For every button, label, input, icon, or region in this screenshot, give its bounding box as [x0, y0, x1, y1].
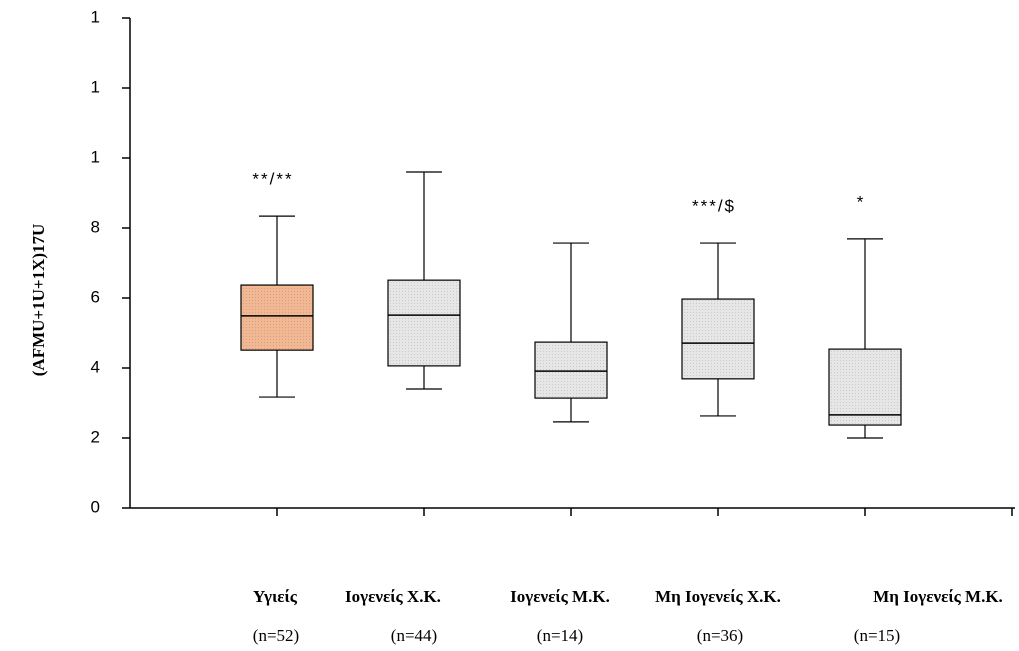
- box-texture: [388, 280, 460, 366]
- y-tick-label: 0: [91, 497, 100, 516]
- n-label: (n=44): [391, 626, 437, 645]
- n-label: (n=52): [253, 626, 299, 645]
- y-tick-label: 1: [91, 7, 100, 26]
- x-tick-label: Μη Ιογενείς Χ.Κ.: [655, 587, 781, 606]
- y-tick-label: 4: [91, 357, 100, 376]
- n-label: (n=36): [697, 626, 743, 645]
- x-tick-label: Υγιείς: [253, 587, 298, 606]
- x-tick-label: Μη Ιογενείς Μ.Κ.: [873, 587, 1003, 606]
- y-tick-label: 2: [91, 427, 100, 446]
- box-texture: [535, 342, 607, 399]
- annotation: *: [857, 192, 866, 211]
- n-label: (n=15): [854, 626, 900, 645]
- y-tick-label: 1: [91, 77, 100, 96]
- y-tick-label: 6: [91, 287, 100, 306]
- y-tick-label: 8: [91, 217, 100, 236]
- box-texture: [682, 299, 754, 379]
- n-label: (n=14): [537, 626, 583, 645]
- y-tick-label: 1: [91, 147, 100, 166]
- box-texture: [829, 349, 901, 426]
- x-tick-label: Ιογενείς Μ.Κ.: [510, 587, 610, 606]
- box-texture: [241, 285, 313, 351]
- x-tick-label: Ιογενείς Χ.Κ.: [345, 587, 441, 606]
- annotation: ***/$: [692, 197, 736, 216]
- annotation: **/**: [252, 170, 293, 189]
- y-axis-label: (AFMU+1U+1X)17U: [29, 224, 48, 377]
